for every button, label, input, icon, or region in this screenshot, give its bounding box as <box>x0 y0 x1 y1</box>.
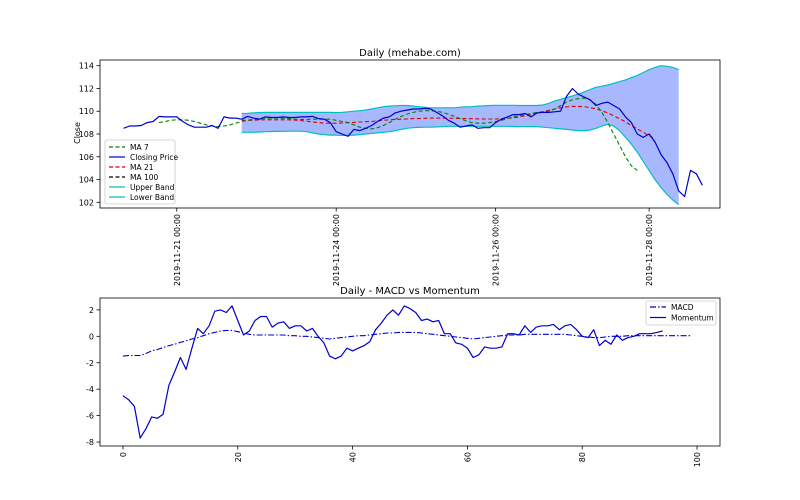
legend-label-macd: MACD <box>671 303 694 312</box>
y-tick-label: -4 <box>86 385 94 394</box>
price-plot-area <box>123 65 703 206</box>
price-y-axis: 102 104 106 108 110 112 114 <box>79 62 100 207</box>
y-tick-label: 102 <box>79 198 94 207</box>
legend-label-ma-21: MA 21 <box>130 163 154 172</box>
legend-label-upper-band: Upper Band <box>130 183 175 192</box>
series-line-closing-price <box>123 87 703 198</box>
macd-plot-area <box>122 305 692 439</box>
legend-label-ma-7: MA 7 <box>130 143 149 152</box>
legend-label-momentum: Momentum <box>671 314 714 323</box>
macd-chart-title: Daily - MACD vs Momentum <box>340 286 480 297</box>
price-legend-frame <box>104 139 176 205</box>
price-chart-title: Daily (mehabe.com) <box>359 48 461 59</box>
y-tick-label: 110 <box>79 107 94 116</box>
y-tick-label: 2 <box>89 306 94 315</box>
x-tick-label: 80 <box>578 452 587 462</box>
y-tick-label: -6 <box>86 412 94 421</box>
legend-label-closing-price: Closing Price <box>130 153 178 162</box>
series-line-lower-band <box>241 123 680 206</box>
y-tick-label: 106 <box>79 153 94 162</box>
y-tick-label: 112 <box>79 84 94 93</box>
bollinger-band-fill <box>241 65 679 205</box>
x-tick-label: 60 <box>463 452 472 462</box>
macd-plot-frame <box>99 297 721 447</box>
macd-legend-entries: MACD Momentum <box>650 303 714 323</box>
x-tick-label: 40 <box>349 452 358 462</box>
legend-label-ma-100: MA 100 <box>130 173 159 182</box>
x-tick-label: 2019-11-26 00:00 <box>492 214 501 286</box>
y-tick-label: -2 <box>86 359 94 368</box>
y-tick-label: 108 <box>79 130 94 139</box>
x-tick-label: 0 <box>119 452 128 457</box>
x-tick-label: 2019-11-28 00:00 <box>645 214 654 286</box>
x-tick-label: 20 <box>234 452 243 462</box>
y-tick-label: -8 <box>86 438 94 447</box>
macd-chart: Daily - MACD vs Momentum -8 -6 -4 -2 0 2 0 20 4… <box>86 286 721 467</box>
legend-label-lower-band: Lower Band <box>130 193 174 202</box>
macd-legend: MACD Momentum <box>645 300 717 326</box>
y-tick-label: 0 <box>89 332 94 341</box>
series-line-momentum <box>122 305 663 439</box>
x-tick-label: 100 <box>693 452 702 467</box>
series-line-upper-band <box>241 65 679 115</box>
series-line-macd <box>122 329 692 357</box>
price-y-axis-label: Close <box>73 122 82 144</box>
series-line-ma-7 <box>158 97 638 171</box>
price-chart: Daily (mehabe.com) Close 102 104 106 108 110… <box>73 48 721 286</box>
price-x-axis: 2019-11-21 00:00 2019-11-24 00:00 2019-11-… <box>173 208 654 286</box>
macd-x-axis: 0 20 40 60 80 100 <box>119 446 702 467</box>
y-tick-label: 104 <box>79 176 94 185</box>
series-line-ma-21 <box>241 105 656 140</box>
y-tick-label: 114 <box>79 62 94 71</box>
x-tick-label: 2019-11-24 00:00 <box>332 214 341 286</box>
macd-y-axis: -8 -6 -4 -2 0 2 <box>86 306 100 447</box>
x-tick-label: 2019-11-21 00:00 <box>173 214 182 286</box>
